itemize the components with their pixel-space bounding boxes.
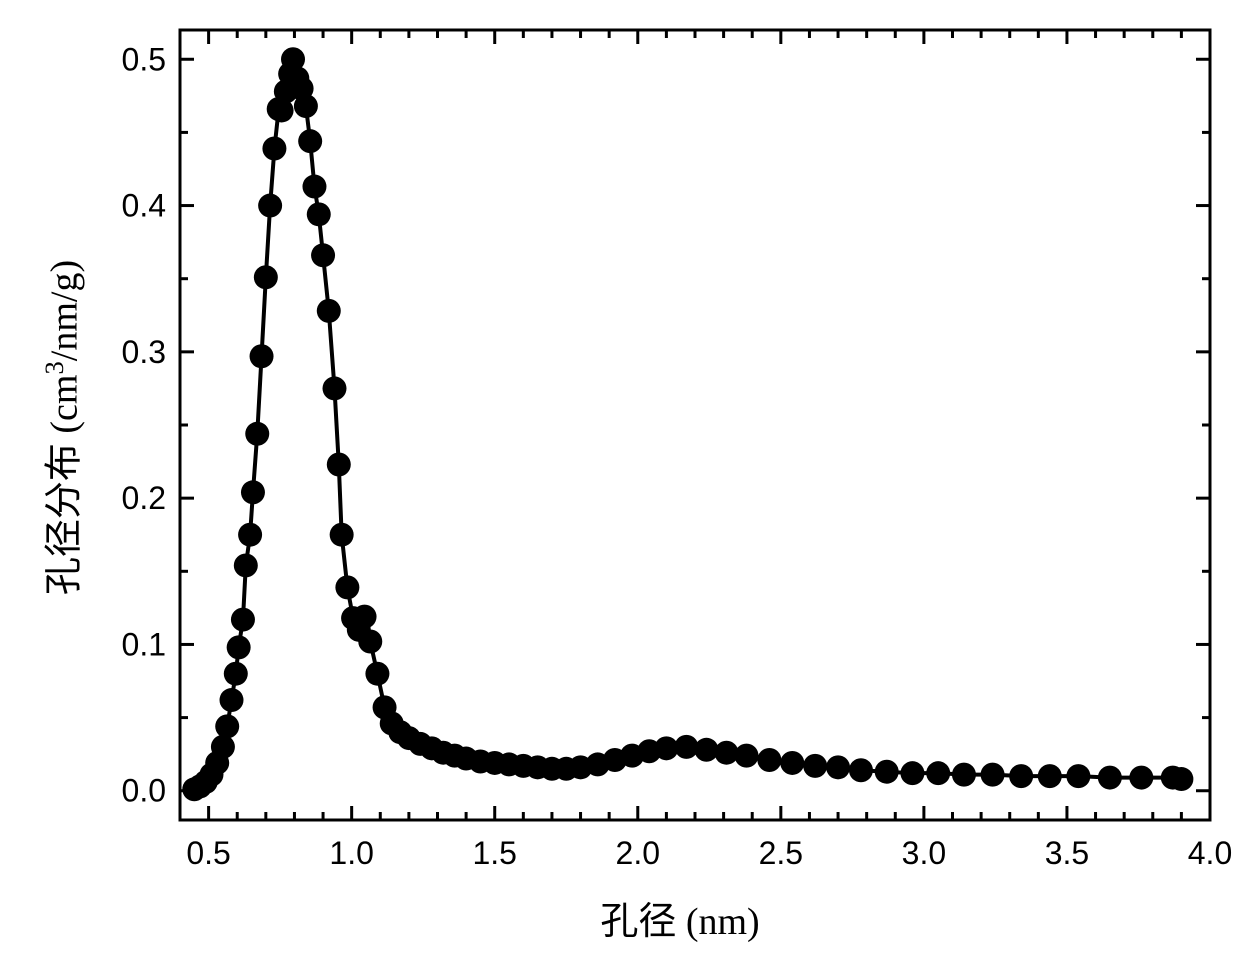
x-tick-label: 0.5 bbox=[186, 835, 230, 871]
y-tick-label: 0.0 bbox=[122, 773, 166, 809]
x-tick-label: 1.5 bbox=[472, 835, 516, 871]
y-axis-label-prefix: 孔径分布 (cm bbox=[44, 375, 86, 596]
data-marker bbox=[757, 748, 781, 772]
y-tick-label: 0.4 bbox=[122, 188, 166, 224]
data-marker bbox=[234, 553, 258, 577]
data-marker bbox=[245, 422, 269, 446]
data-marker bbox=[1129, 766, 1153, 790]
y-tick-label: 0.2 bbox=[122, 480, 166, 516]
data-marker bbox=[224, 662, 248, 686]
data-marker bbox=[735, 744, 759, 768]
y-axis-label-suffix: /nm/g) bbox=[44, 260, 86, 361]
data-marker bbox=[254, 265, 278, 289]
chart-container: 0.5 1.0 1.5 2.0 2.5 3.0 3.5 4.0 0.0 0.1 0.2 0.3 0.4 0… bbox=[0, 0, 1240, 953]
data-marker bbox=[900, 761, 924, 785]
data-marker bbox=[302, 175, 326, 199]
x-tick-label: 3.0 bbox=[902, 835, 946, 871]
data-marker bbox=[875, 760, 899, 784]
data-marker bbox=[317, 299, 341, 323]
data-marker bbox=[211, 735, 235, 759]
x-tick-label: 4.0 bbox=[1188, 835, 1232, 871]
data-marker bbox=[307, 202, 331, 226]
x-tick-label: 1.0 bbox=[329, 835, 373, 871]
x-axis-label: 孔径 (nm) bbox=[0, 890, 1240, 945]
data-marker bbox=[353, 605, 377, 629]
data-marker bbox=[335, 575, 359, 599]
data-marker bbox=[220, 688, 244, 712]
data-marker bbox=[298, 129, 322, 153]
data-marker bbox=[294, 94, 318, 118]
data-marker bbox=[1066, 764, 1090, 788]
data-marker bbox=[238, 523, 262, 547]
data-marker bbox=[849, 758, 873, 782]
data-marker bbox=[780, 751, 804, 775]
data-marker bbox=[1169, 767, 1193, 791]
data-marker bbox=[803, 754, 827, 778]
y-tick-label: 0.3 bbox=[122, 334, 166, 370]
data-marker bbox=[1038, 764, 1062, 788]
data-marker bbox=[250, 344, 274, 368]
data-marker bbox=[952, 763, 976, 787]
y-axis-label: 孔径分布 (cm3/nm/g) bbox=[33, 248, 88, 608]
data-marker bbox=[311, 243, 335, 267]
y-axis-label-sup: 3 bbox=[39, 361, 69, 374]
data-marker bbox=[327, 453, 351, 477]
data-marker bbox=[231, 608, 255, 632]
data-marker bbox=[981, 763, 1005, 787]
data-marker bbox=[262, 137, 286, 161]
x-tick-label: 3.5 bbox=[1045, 835, 1089, 871]
pore-size-distribution-chart: 0.5 1.0 1.5 2.0 2.5 3.0 3.5 4.0 0.0 0.1 0.2 0.3 0.4 0… bbox=[0, 0, 1240, 953]
data-marker bbox=[330, 523, 354, 547]
data-marker bbox=[241, 480, 265, 504]
data-marker bbox=[1009, 764, 1033, 788]
x-tick-label: 2.0 bbox=[616, 835, 660, 871]
x-tick-label: 2.5 bbox=[759, 835, 803, 871]
data-marker bbox=[227, 635, 251, 659]
data-marker bbox=[365, 662, 389, 686]
data-marker bbox=[826, 755, 850, 779]
data-marker bbox=[926, 761, 950, 785]
y-tick-label: 0.5 bbox=[122, 41, 166, 77]
y-tick-label: 0.1 bbox=[122, 626, 166, 662]
data-marker bbox=[323, 376, 347, 400]
data-marker bbox=[215, 714, 239, 738]
data-marker bbox=[1098, 766, 1122, 790]
data-marker bbox=[258, 194, 282, 218]
data-marker bbox=[358, 630, 382, 654]
